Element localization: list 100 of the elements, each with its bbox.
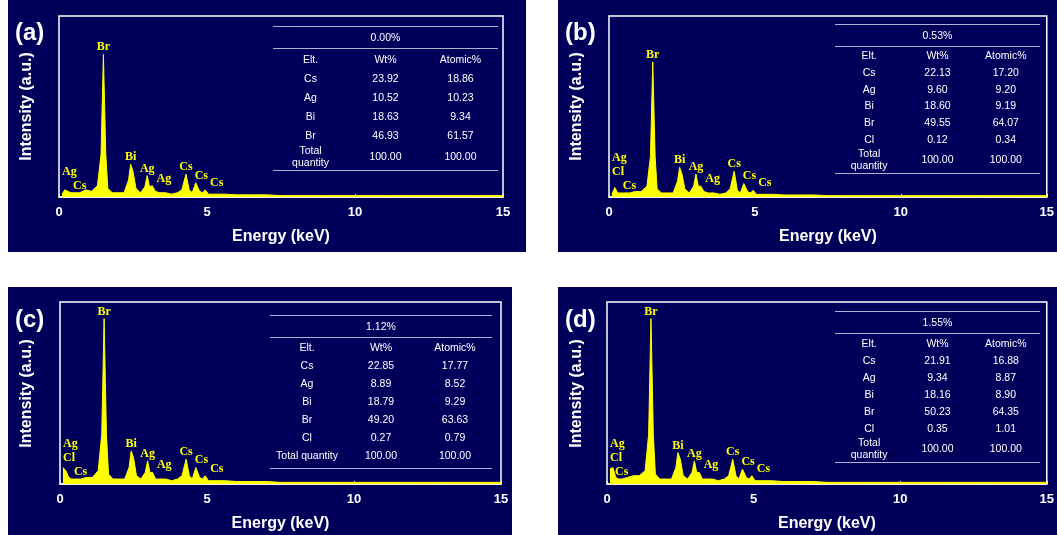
annotation: Bi <box>302 395 312 407</box>
annotation: Cs <box>300 359 314 371</box>
annotation: 46.93 <box>372 128 399 141</box>
annotation: 61.57 <box>447 128 474 141</box>
annotation: 8.52 <box>444 377 466 389</box>
annotation: Bi <box>864 99 874 112</box>
annotation: Br <box>863 404 875 417</box>
annotation: Atomic% <box>434 341 476 353</box>
annotation: 8.87 <box>995 370 1017 383</box>
annotation: Ag <box>687 445 702 460</box>
y-axis-title: Intensity (a.u.) <box>566 52 584 161</box>
annotation: Br <box>644 303 659 318</box>
x-tick-label: 5 <box>751 204 759 219</box>
annotation: Cs <box>179 159 193 174</box>
annotation: Cs <box>194 167 209 182</box>
annotation: 0.12 <box>927 132 948 145</box>
annotation: 9.34 <box>927 370 948 383</box>
annotation: Bi <box>124 149 137 164</box>
annotation: 18.16 <box>924 387 951 400</box>
annotation: Cl <box>864 132 875 145</box>
y-axis-title: Intensity (a.u.) <box>16 52 34 161</box>
y-axis-title: Intensity (a.u.) <box>16 339 34 448</box>
annotation: 18.79 <box>367 395 395 407</box>
annotation: Cs <box>742 168 757 183</box>
annotation: Ag <box>688 159 704 174</box>
annotation: Total quantity <box>849 436 889 460</box>
annotation: 0.35 <box>927 421 948 434</box>
annotation: Bi <box>864 387 874 400</box>
annotation: 8.89 <box>370 377 392 389</box>
annotation: 100.00 <box>364 449 398 461</box>
annotation: Br <box>646 46 661 61</box>
annotation: 100.00 <box>989 442 1022 454</box>
annotation: Bi <box>125 435 138 450</box>
annotation: 10.52 <box>372 90 399 103</box>
x-tick-label: 15 <box>1039 204 1054 219</box>
x-tick-label: 0 <box>55 204 63 219</box>
annotation: Ag <box>300 377 314 389</box>
annotation: 64.35 <box>992 404 1019 417</box>
x-axis-title: Energy (keV) <box>232 226 330 244</box>
annotation: Cs <box>614 464 629 479</box>
x-tick-label: 5 <box>203 491 211 506</box>
annotation: Wt% <box>926 336 949 349</box>
annotation: 22.85 <box>367 359 395 371</box>
annotation: Ag <box>705 171 720 186</box>
chart-title: (b) <box>565 17 596 45</box>
x-axis-title: Energy (keV) <box>778 226 877 244</box>
annotation: Cl <box>864 421 875 434</box>
x-tick-label: 10 <box>893 204 909 219</box>
annotation: Elt. <box>299 341 315 353</box>
annotation: 64.07 <box>992 116 1019 129</box>
annotation: Cs <box>210 460 224 475</box>
annotation: Elt. <box>861 336 877 349</box>
annotation: Ag <box>703 457 719 472</box>
annotation: Cs <box>758 175 772 190</box>
annotation: Cs <box>73 177 87 192</box>
annotation: Wt% <box>369 341 393 353</box>
annotation: 9.19 <box>995 99 1017 112</box>
annotation: 17.77 <box>441 359 469 371</box>
annotation: Ag <box>156 170 172 185</box>
annotation: Total quantity <box>849 147 889 172</box>
annotation: Ag <box>156 457 172 472</box>
annotation: Cs <box>73 464 88 479</box>
annotation: 100.00 <box>989 153 1022 166</box>
annotation: Cs <box>194 452 209 467</box>
chart-title: (c) <box>15 304 45 332</box>
annotation: 10.23 <box>447 90 474 103</box>
text: 0.53% <box>921 28 954 43</box>
annotation: 9.60 <box>927 82 948 95</box>
text: Elt. <box>861 49 877 62</box>
annotation: Ag <box>304 90 317 103</box>
annotation: Cs <box>756 460 771 475</box>
annotation: Br <box>97 303 112 318</box>
annotation: Ag <box>612 149 627 164</box>
annotation: 17.20 <box>992 66 1019 79</box>
annotation: Ag <box>63 436 78 451</box>
annotation: 0.27 <box>370 431 392 443</box>
annotation: Bi <box>305 109 316 122</box>
annotation: Bi <box>673 152 686 167</box>
x-tick-label: 10 <box>346 491 362 506</box>
annotation: Cl <box>63 450 76 465</box>
annotation: 0.79 <box>444 431 466 443</box>
annotation: 18.63 <box>372 109 399 122</box>
annotation: Ag <box>139 160 155 175</box>
annotation: 23.92 <box>372 71 399 84</box>
annotation: 18.60 <box>924 99 951 112</box>
annotation: Ag <box>610 436 625 451</box>
annotation: 16.88 <box>992 353 1019 366</box>
text: Atomic% <box>985 49 1027 62</box>
annotation: 49.20 <box>367 413 395 425</box>
x-tick-label: 10 <box>892 491 908 506</box>
annotation: 9.34 <box>450 109 471 122</box>
x-tick-label: 0 <box>603 491 611 506</box>
annotation: Total quantity <box>276 449 338 461</box>
x-tick-label: 10 <box>347 204 363 219</box>
annotation: Cs <box>862 66 876 79</box>
annotation: Bi <box>672 437 685 452</box>
text: Wt% <box>926 49 949 62</box>
annotation: Br <box>305 128 316 141</box>
annotation: Cs <box>209 174 224 189</box>
annotation: 63.63 <box>441 413 469 425</box>
